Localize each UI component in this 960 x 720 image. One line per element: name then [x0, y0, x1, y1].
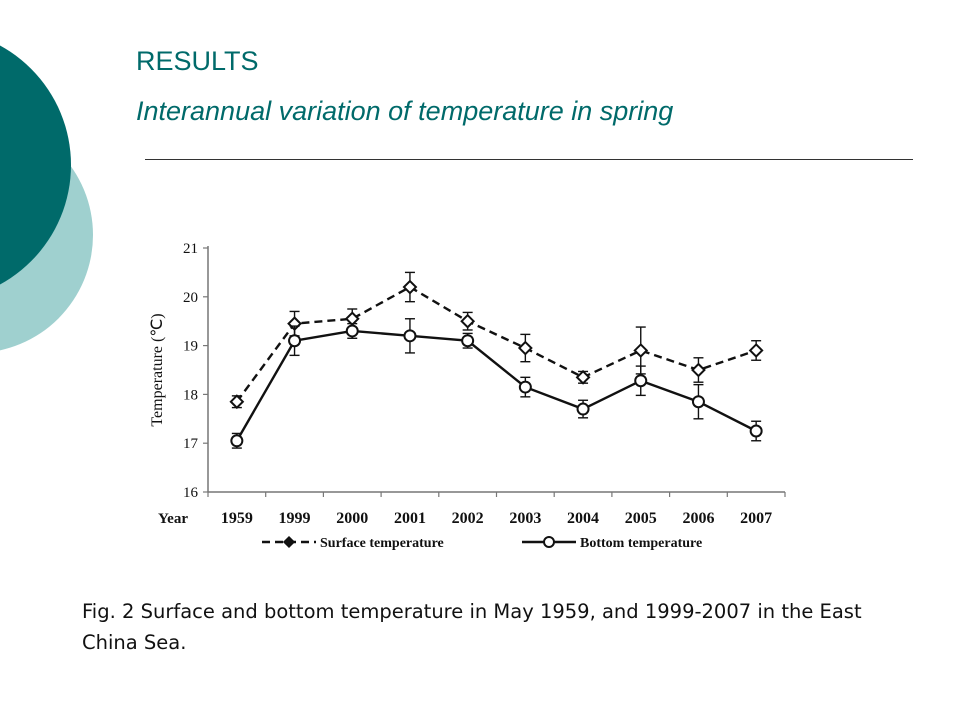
- y-tick-label: 17: [183, 436, 199, 452]
- x-tick-label: 1959: [221, 510, 253, 527]
- surface-data-point: [748, 343, 764, 358]
- bottom-temperature-line: [235, 329, 757, 442]
- surface-data-point: [575, 369, 591, 385]
- bottom-data-point: [345, 324, 359, 338]
- surface-data-point: [460, 313, 476, 329]
- bottom-data-point: [461, 334, 475, 348]
- dark-teal-circle: [0, 45, 71, 285]
- slide-title: RESULTS: [136, 46, 259, 76]
- y-tick-label: 20: [183, 290, 198, 306]
- surface-data-point: [633, 343, 649, 358]
- decorative-circles: [0, 45, 93, 351]
- x-tick-label: 2000: [336, 510, 368, 527]
- x-tick-label: 1999: [279, 510, 311, 527]
- legend-label: Bottom temperature: [580, 536, 702, 551]
- surface-data-point: [517, 340, 533, 356]
- x-axis-label: Year: [158, 511, 188, 527]
- x-tick-label: 2007: [740, 510, 772, 527]
- bottom-data-point: [576, 402, 590, 416]
- legend-marker-circle: [543, 536, 555, 548]
- bottom-data-point: [288, 334, 302, 348]
- bottom-data-point: [403, 329, 417, 343]
- y-tick-label: 19: [183, 339, 198, 355]
- y-axis-label: Temperature (℃): [149, 313, 166, 426]
- surface-data-point: [691, 362, 706, 378]
- bottom-data-point: [230, 434, 244, 448]
- x-tick-label: 2001: [394, 510, 426, 527]
- x-tick-label: 2005: [625, 510, 657, 527]
- x-tick-label: 2004: [567, 510, 599, 527]
- y-tick-label: 16: [183, 485, 199, 501]
- bottom-data-point: [691, 395, 705, 409]
- bottom-data-point: [749, 424, 763, 438]
- legend-label: Surface temperature: [320, 536, 444, 551]
- x-tick-label: 2006: [682, 510, 714, 527]
- bottom-data-point: [518, 380, 532, 394]
- y-tick-label: 18: [183, 387, 198, 403]
- surface-data-point: [229, 394, 245, 410]
- title-divider: [145, 159, 913, 160]
- surface-temperature-line: [235, 285, 757, 403]
- x-tick-label: 2002: [452, 510, 484, 527]
- y-tick-label: 21: [183, 241, 198, 257]
- figure-caption: Fig. 2 Surface and bottom temperature in…: [82, 600, 862, 654]
- x-tick-label: 2003: [509, 510, 541, 527]
- chart-svg: 16 17 18 19 20 21 1959 1999 2000 2001 2002 2003 2004…: [149, 241, 786, 551]
- slide-subtitle: Interannual variation of temperature in …: [136, 96, 674, 126]
- bottom-data-point: [634, 374, 648, 388]
- legend-marker-diamond: [282, 535, 296, 549]
- surface-data-point: [402, 279, 418, 295]
- temperature-chart: 16 17 18 19 20 21 1959 1999 2000 2001 2002 2003 2004…: [140, 230, 800, 560]
